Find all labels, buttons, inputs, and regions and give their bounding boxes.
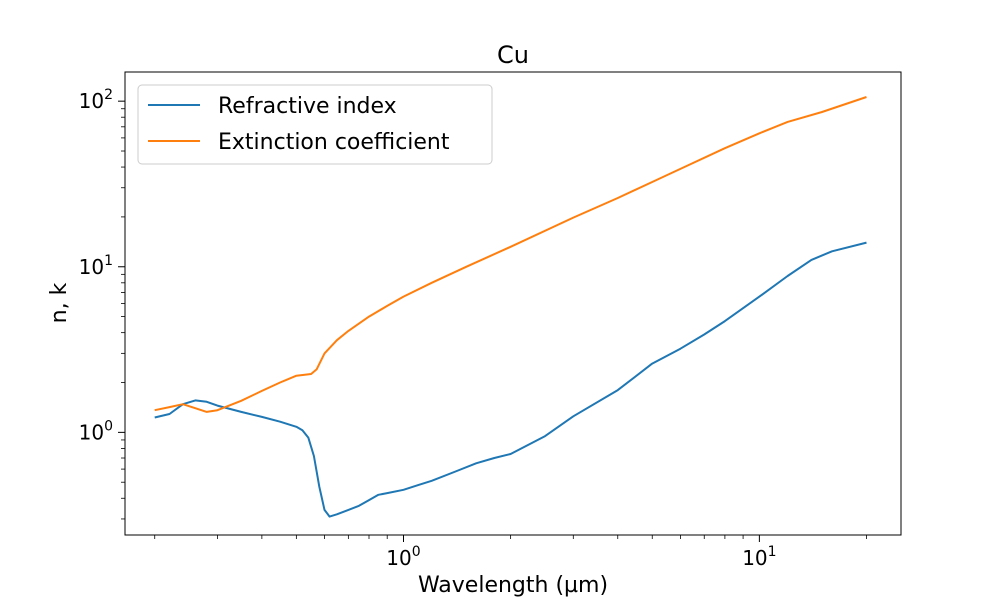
legend-label-refractive-index: Refractive index: [218, 94, 397, 119]
series-line-extinction-coefficient: [154, 96, 867, 413]
y-tick-label: 100: [79, 418, 113, 444]
y-tick-label: 102: [79, 87, 113, 113]
x-tick-label: 100: [386, 544, 420, 570]
x-axis-label: Wavelength (µm): [418, 573, 608, 598]
y-axis: 100 101 102: [79, 87, 125, 520]
x-tick-label: 101: [742, 544, 776, 570]
legend-box: [137, 84, 493, 165]
legend: Refractive index Extinction coefficient: [137, 84, 493, 165]
plot-area: [154, 96, 867, 518]
legend-label-extinction-coefficient: Extinction coefficient: [218, 130, 450, 155]
x-axis: 100 101: [154, 535, 867, 570]
y-tick-label: 101: [79, 253, 113, 279]
series-line-refractive-index: [154, 241, 867, 518]
chart-title: Cu: [497, 41, 529, 69]
y-axis-label: n, k: [47, 282, 72, 323]
